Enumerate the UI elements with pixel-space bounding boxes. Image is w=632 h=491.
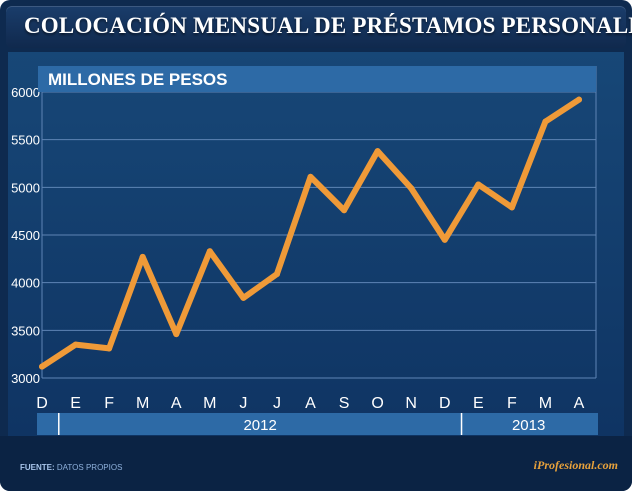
x-tick-label: F	[507, 395, 517, 412]
y-tick-label: 3000	[11, 371, 40, 386]
data-point	[72, 341, 79, 348]
y-tick-label: 3500	[11, 323, 40, 338]
data-point	[542, 118, 549, 125]
x-tick-label: E	[473, 395, 484, 412]
data-point	[508, 204, 515, 211]
x-tick-label: A	[171, 395, 182, 412]
x-tick-label: A	[574, 395, 585, 412]
brand-logo: iProfesional.com	[533, 458, 618, 472]
data-point	[39, 363, 45, 370]
x-tick-label: N	[405, 395, 417, 412]
y-axis-label-band: MILLONES DE PESOS	[38, 66, 596, 92]
data-point	[139, 253, 146, 260]
data-point	[374, 148, 381, 155]
source-value: DATOS PROPIOS	[56, 463, 123, 472]
data-point	[240, 294, 247, 301]
year-band: 2012 2013	[37, 413, 598, 435]
x-tick-label: M	[203, 395, 216, 412]
data-point	[576, 96, 582, 103]
series-line-layer	[39, 96, 582, 370]
x-tick-label: O	[371, 395, 383, 412]
plot-panel	[8, 52, 624, 436]
year-label: 2012	[243, 417, 276, 434]
data-point	[206, 248, 213, 255]
data-point	[441, 236, 448, 243]
x-tick-label: M	[136, 395, 149, 412]
y-tick-label: 5500	[11, 133, 40, 148]
x-tick-label: A	[305, 395, 316, 412]
y-tick-label: 4000	[11, 276, 40, 291]
y-tick-label: 6000	[11, 85, 40, 100]
y-axis-label-background	[38, 66, 596, 92]
year-label: 2013	[512, 417, 545, 434]
x-tick-label: F	[104, 395, 114, 412]
data-point	[273, 271, 280, 278]
x-tick-label: J	[239, 395, 247, 412]
x-tick-label: M	[539, 395, 552, 412]
y-axis-label: MILLONES DE PESOS	[48, 70, 227, 89]
data-point	[408, 185, 415, 192]
x-tick-label: D	[36, 395, 48, 412]
data-point	[475, 181, 482, 188]
grid-layer	[41, 66, 597, 379]
footer	[0, 436, 632, 491]
data-point	[307, 173, 314, 180]
data-point	[341, 207, 348, 214]
y-tick-labels: 3000 3500 4000 4500 5000 5500 6000	[11, 85, 40, 386]
x-tick-label: S	[339, 395, 350, 412]
title-bar: COLOCACIÓN MENSUAL DE PRÉSTAMOS PERSONAL…	[6, 6, 632, 48]
y-tick-label: 4500	[11, 228, 40, 243]
chart-title: COLOCACIÓN MENSUAL DE PRÉSTAMOS PERSONAL…	[24, 13, 632, 38]
source-label: FUENTE:	[20, 463, 55, 472]
data-point	[106, 345, 113, 352]
y-tick-label: 5000	[11, 180, 40, 195]
source-note: FUENTE: DATOS PROPIOS	[20, 463, 122, 472]
data-point	[173, 331, 180, 338]
x-tick-label: E	[70, 395, 81, 412]
year-band-background	[37, 413, 598, 435]
x-tick-label: J	[273, 395, 281, 412]
x-tick-label: D	[439, 395, 451, 412]
